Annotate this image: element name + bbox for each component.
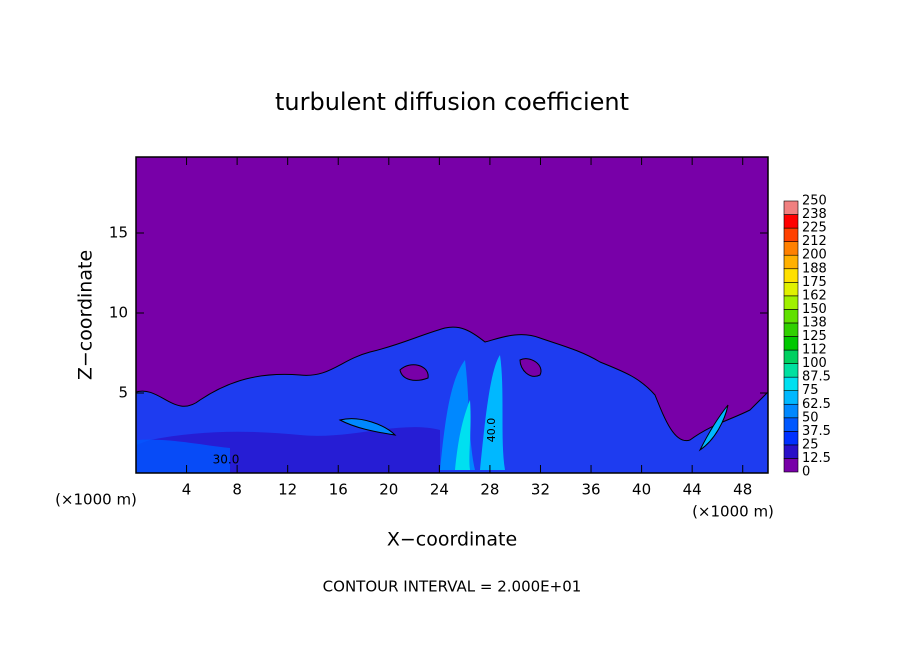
x-tick-label: 8 (232, 481, 242, 499)
x-tick-label: 28 (480, 481, 499, 499)
field-region (519, 358, 542, 377)
colorbar-label: 87.5 (802, 370, 831, 385)
colorbar-label: 0 (802, 465, 810, 480)
x-tick-label: 4 (182, 481, 192, 499)
footnote: CONTOUR INTERVAL = 2.000E+01 (323, 578, 582, 596)
chart-title: turbulent diffusion coefficient (275, 88, 629, 116)
colorbar-box (783, 417, 799, 432)
colorbar-label: 175 (802, 275, 827, 290)
colorbar-box (783, 458, 799, 473)
colorbar-label: 25 (802, 437, 819, 452)
colorbar-box (783, 349, 799, 364)
x-unit-label: (×1000 m) (692, 503, 774, 521)
colorbar-box (783, 295, 799, 310)
colorbar-label: 62.5 (802, 397, 831, 412)
y-unit-label: (×1000 m) (55, 491, 137, 509)
x-tick-label: 16 (329, 481, 348, 499)
colorbar-box (783, 241, 799, 256)
colorbar-box (783, 376, 799, 391)
colorbar-label: 150 (802, 302, 827, 317)
x-tick-label: 36 (581, 481, 600, 499)
colorbar-box (783, 431, 799, 446)
colorbar-label: 188 (802, 261, 827, 276)
colorbar-box (783, 254, 799, 270)
colorbar-label: 225 (802, 221, 827, 236)
colorbar-label: 238 (802, 207, 827, 222)
colorbar-label: 100 (802, 356, 827, 371)
x-tick-label: 48 (733, 481, 752, 499)
colorbar-label: 112 (802, 343, 827, 358)
y-tick-label: 15 (109, 224, 128, 242)
colorbar-box (783, 214, 799, 229)
colorbar-box (783, 363, 799, 378)
colorbar-box (783, 403, 799, 419)
colorbar-label: 212 (802, 234, 827, 249)
colorbar-label: 12.5 (802, 451, 831, 466)
x-tick-label: 40 (632, 481, 651, 499)
field-region (480, 355, 505, 470)
colorbar-box (783, 444, 799, 459)
contour-label: 40.0 (485, 418, 498, 443)
colorbar-box (783, 281, 799, 297)
plot-frame (135, 156, 769, 474)
field (135, 157, 769, 474)
colorbar-box (783, 268, 799, 283)
field-region (338, 418, 397, 436)
y-tick-label: 10 (109, 304, 128, 322)
y-axis-label: Z−coordinate (75, 250, 97, 380)
colorbar-label: 162 (802, 288, 827, 303)
colorbar-label: 37.5 (802, 424, 831, 439)
colorbar-label: 138 (802, 315, 827, 330)
colorbar-box (783, 322, 799, 337)
colorbar-box (783, 309, 799, 324)
colorbar-label: 250 (802, 194, 827, 209)
colorbar-label: 125 (802, 329, 827, 344)
colorbar-label: 200 (802, 248, 827, 263)
colorbar-box (783, 227, 799, 242)
contour-label: 30.0 (213, 453, 240, 467)
field-region (455, 400, 471, 470)
field-region (399, 364, 429, 381)
field-region (136, 439, 230, 473)
field-region (698, 404, 729, 452)
colorbar-box (783, 336, 799, 351)
colorbar-label: 50 (802, 410, 819, 425)
x-axis-label: X−coordinate (387, 529, 517, 551)
x-tick-label: 24 (430, 481, 449, 499)
x-tick-label: 44 (683, 481, 702, 499)
y-tick-label: 5 (118, 384, 128, 402)
x-tick-label: 12 (278, 481, 297, 499)
colorbar-box (783, 390, 799, 405)
x-tick-label: 20 (379, 481, 398, 499)
x-tick-label: 32 (531, 481, 550, 499)
colorbar-label: 75 (802, 383, 819, 398)
colorbar-box (783, 200, 799, 215)
